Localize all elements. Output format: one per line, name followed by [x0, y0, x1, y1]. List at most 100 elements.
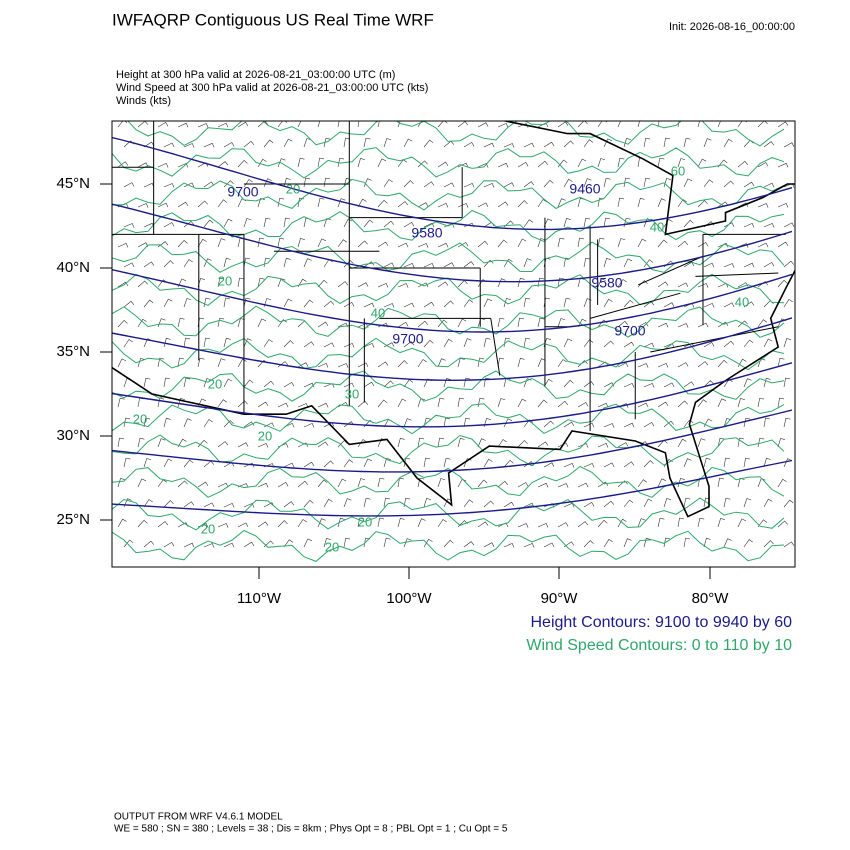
wind-barb — [457, 357, 465, 368]
wind-barb — [277, 520, 288, 528]
wind-barb — [157, 479, 168, 488]
wind-barb — [677, 323, 689, 328]
wind-barb — [557, 359, 567, 368]
wind-barb — [577, 402, 589, 408]
wind-barb — [277, 197, 285, 208]
wind-barb — [303, 538, 313, 548]
wind-barb — [623, 341, 635, 348]
wind-barb — [783, 417, 791, 428]
wind-barb — [623, 177, 630, 188]
wind-barb — [617, 442, 629, 448]
wind-barb — [163, 298, 173, 308]
wind-barb — [137, 318, 147, 328]
wind-barb — [597, 481, 609, 488]
height-label: 9700 — [392, 331, 423, 347]
wind-barb — [637, 518, 646, 528]
wind-barb — [623, 461, 635, 468]
wind-barb — [317, 402, 329, 408]
wind-barb — [523, 142, 535, 148]
wind-label: 20 — [358, 514, 372, 529]
wind-barb — [757, 242, 769, 248]
wind-barb — [157, 357, 165, 368]
height-contour — [112, 409, 793, 473]
wind-barb — [483, 259, 494, 268]
wind-barb — [417, 282, 429, 288]
wind-barb — [257, 277, 265, 288]
wind-barb — [663, 218, 673, 228]
wind-barb — [577, 237, 584, 248]
wind-barb — [117, 478, 125, 488]
wind-barb — [603, 500, 615, 508]
state-border — [650, 326, 779, 353]
wind-barb — [283, 462, 295, 468]
wind-barb — [743, 181, 755, 188]
wind-barb — [217, 317, 225, 328]
wind-barb — [477, 521, 489, 528]
wind-barb — [563, 541, 575, 548]
wind-barb — [563, 379, 574, 388]
wind-barb — [517, 523, 529, 528]
wind-barb — [677, 240, 689, 248]
wind-barb — [303, 382, 315, 388]
wind-barb — [383, 497, 390, 508]
wind-barb — [123, 417, 131, 428]
wind-barb — [643, 259, 654, 268]
wind-barb — [117, 358, 127, 368]
wind-barb — [417, 320, 429, 328]
wind-barb — [523, 419, 534, 428]
wind-barb — [397, 517, 405, 528]
wind-barb — [423, 222, 435, 228]
wind-barb — [703, 179, 714, 188]
wind-barb — [537, 358, 546, 368]
wind-barb — [317, 279, 328, 288]
wind-barb — [637, 280, 648, 288]
wind-barb — [197, 481, 209, 488]
wind-barb — [557, 400, 569, 408]
wind-barb — [717, 437, 725, 448]
wind-barb — [523, 219, 534, 228]
wind-barb — [603, 177, 611, 188]
wind-barb — [457, 280, 468, 288]
wind-barb — [437, 478, 446, 488]
wind-barb — [503, 418, 513, 428]
wind-barb — [697, 283, 709, 288]
wind-barb — [503, 543, 515, 548]
wind-barb — [163, 458, 173, 468]
wind-barb — [357, 517, 365, 528]
wind-barb — [663, 537, 671, 548]
wind-barb — [557, 277, 565, 288]
wind-barb — [257, 121, 268, 128]
wind-barb — [603, 217, 611, 228]
wind-barb — [637, 238, 647, 248]
wind-barb — [663, 420, 675, 428]
wind-barb — [183, 501, 195, 508]
wind-barb — [483, 377, 491, 388]
wind-barb — [537, 238, 546, 248]
wind-barb — [683, 381, 695, 388]
wind-barb — [463, 141, 475, 148]
wind-barb — [317, 321, 329, 328]
wind-barb — [677, 282, 689, 288]
wind-barb — [343, 537, 351, 548]
wind-barb — [623, 258, 633, 268]
wind-barb — [597, 402, 609, 408]
wind-barb — [217, 277, 225, 288]
wind-barb — [303, 499, 314, 508]
wind-barb — [243, 257, 251, 268]
wind-barb — [777, 279, 788, 288]
wind-barb — [723, 497, 731, 508]
wind-barb — [757, 478, 766, 488]
wind-barb — [617, 362, 629, 368]
wind-barb — [723, 418, 732, 428]
title: IWFAQRP Contiguous US Real Time WRF — [112, 10, 434, 29]
wind-barb — [257, 443, 269, 448]
wind-barb — [137, 397, 145, 408]
wind-barb — [403, 379, 414, 388]
wind-barb — [623, 499, 634, 508]
wind-barb — [677, 400, 688, 408]
wind-barb — [217, 238, 226, 248]
wind-barb — [157, 438, 166, 448]
wind-barb — [363, 343, 375, 348]
wind-barb — [717, 159, 728, 168]
wind-contour — [112, 529, 785, 562]
